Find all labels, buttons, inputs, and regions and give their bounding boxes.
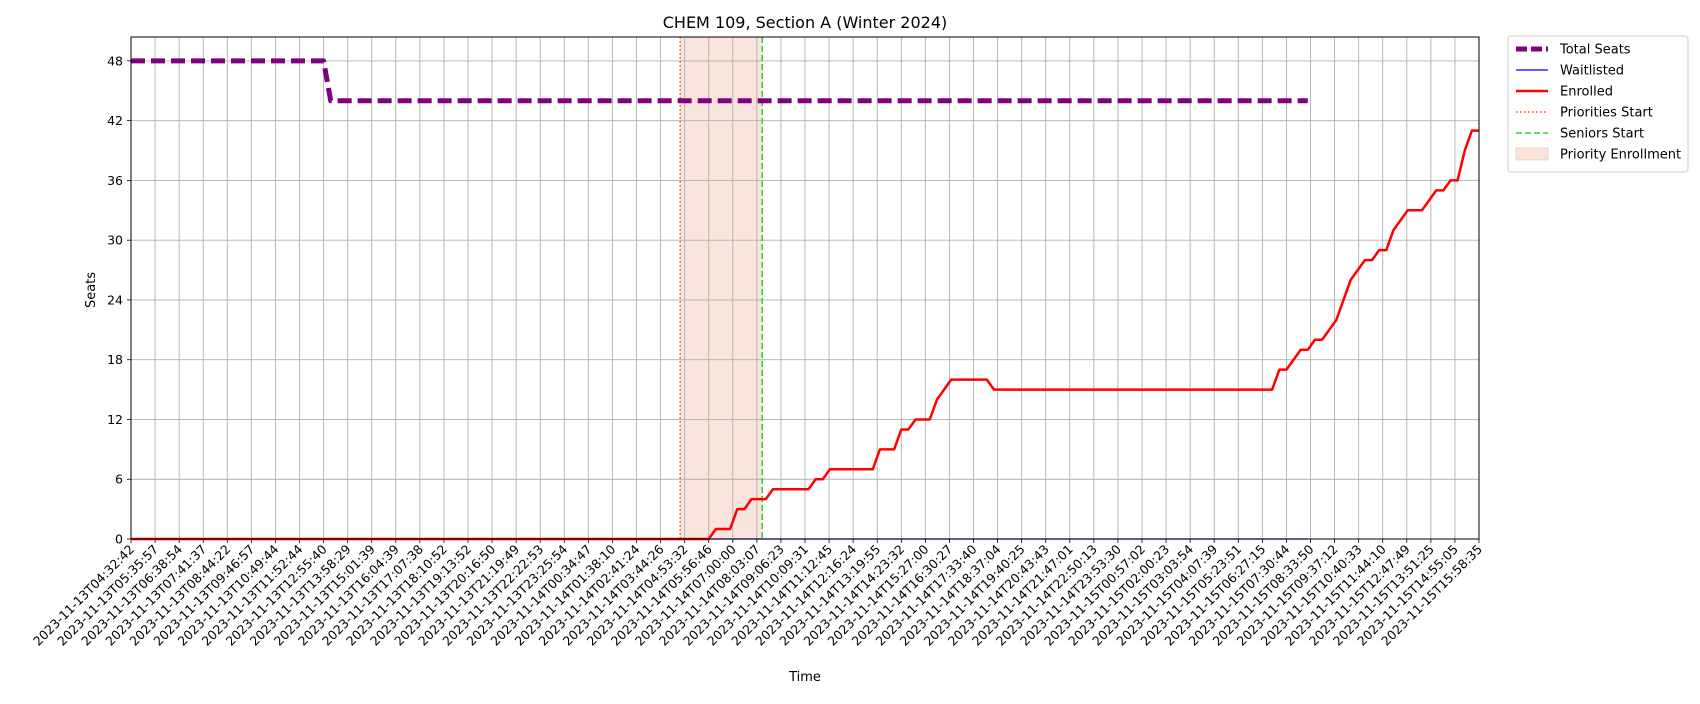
y-tick-label: 48 xyxy=(107,53,123,68)
chart-title: CHEM 109, Section A (Winter 2024) xyxy=(663,13,948,32)
legend-box xyxy=(1507,35,1689,173)
enrolled-legend-label: Enrolled xyxy=(1560,85,1613,100)
y-tick-label: 0 xyxy=(115,532,123,547)
legend: Total Seats Waitlisted Enrolled Priorities … xyxy=(1507,35,1689,173)
y-tick-label: 36 xyxy=(107,173,123,188)
priority-enrollment-region xyxy=(680,37,763,539)
x-axis-label: Time xyxy=(788,670,821,685)
y-tick-label: 6 xyxy=(115,472,123,487)
priority-enrollment-legend-label: Priority Enrollment xyxy=(1560,148,1681,163)
y-tick-label: 24 xyxy=(107,292,123,307)
enrolled-series-line xyxy=(131,129,1479,541)
priorities-start-legend-label: Priorities Start xyxy=(1560,106,1653,121)
total-seats-legend-label: Total Seats xyxy=(1559,43,1631,58)
y-tick-label: 18 xyxy=(107,352,123,367)
plot-area: 2023-11-13T04:32:422023-11-13T05:35:5720… xyxy=(30,36,1485,649)
waitlisted-legend-label: Waitlisted xyxy=(1560,64,1624,79)
y-axis-label: Seats xyxy=(84,272,99,308)
y-tick-label: 30 xyxy=(107,233,123,248)
y-tick-label: 12 xyxy=(107,412,123,427)
y-tick-label: 42 xyxy=(107,113,123,128)
priority-enrollment-legend-swatch xyxy=(1515,147,1549,161)
plot-frame xyxy=(130,36,1480,540)
total-seats-series-line xyxy=(131,58,1308,104)
seniors-start-legend-label: Seniors Start xyxy=(1560,127,1644,142)
